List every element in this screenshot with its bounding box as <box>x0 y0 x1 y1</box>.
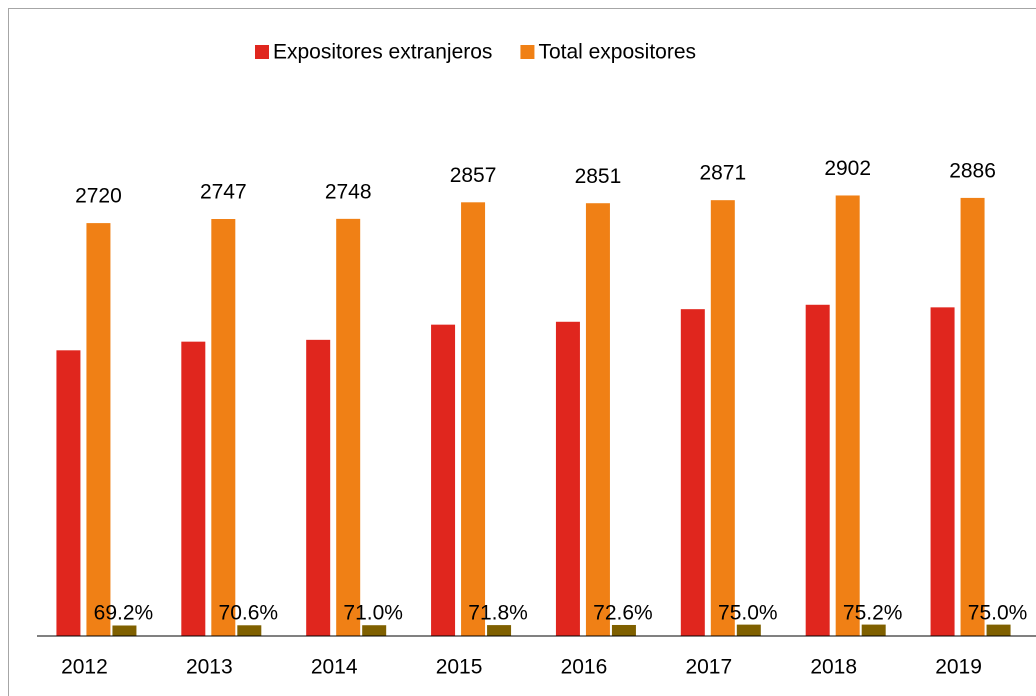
bar <box>431 324 456 636</box>
x-tick-label: 2019 <box>935 656 982 679</box>
bar <box>805 304 830 636</box>
data-label: 69.2% <box>94 602 154 625</box>
legend-swatch <box>255 45 269 59</box>
data-label: 2886 <box>949 159 996 182</box>
data-label: 2871 <box>699 162 746 185</box>
x-tick-label: 2014 <box>311 656 358 679</box>
bar <box>306 339 331 636</box>
data-label: 2720 <box>75 185 122 208</box>
bar <box>56 350 81 636</box>
bar <box>211 219 236 636</box>
data-label: 2748 <box>325 180 372 203</box>
bar <box>680 309 705 636</box>
bar <box>336 218 361 636</box>
legend-label: Expositores extranjeros <box>273 41 492 64</box>
bar <box>487 625 512 636</box>
bar <box>710 200 735 637</box>
bar <box>86 223 111 636</box>
data-label: 75.0% <box>718 602 778 625</box>
bar <box>835 195 860 637</box>
data-label: 2857 <box>450 164 497 187</box>
data-label: 75.0% <box>968 602 1028 625</box>
data-label: 75.2% <box>843 602 903 625</box>
bar <box>461 202 486 636</box>
data-label: 2902 <box>824 157 871 180</box>
data-label: 71.0% <box>343 602 403 625</box>
data-label: 71.8% <box>468 602 528 625</box>
bar <box>237 625 262 636</box>
bar <box>986 624 1011 636</box>
bar <box>112 625 137 636</box>
x-tick-label: 2012 <box>61 656 108 679</box>
bar <box>930 307 955 636</box>
bar <box>362 625 387 636</box>
bar <box>181 341 206 636</box>
x-tick-label: 2018 <box>810 656 857 679</box>
bar <box>585 203 610 636</box>
data-label: 72.6% <box>593 602 653 625</box>
data-label: 2747 <box>200 181 247 204</box>
legend-swatch <box>520 45 535 59</box>
x-tick-label: 2013 <box>186 656 233 679</box>
bar <box>960 197 985 636</box>
x-tick-label: 2017 <box>685 656 732 679</box>
legend-label: Total expositores <box>538 41 696 64</box>
data-label: 2851 <box>575 165 622 188</box>
bar <box>611 624 636 636</box>
x-tick-label: 2015 <box>436 656 483 679</box>
x-tick-label: 2016 <box>561 656 608 679</box>
chart-frame <box>8 8 1036 696</box>
data-label: 70.6% <box>219 602 279 625</box>
bar <box>555 321 580 636</box>
bar <box>736 624 761 636</box>
bar <box>861 624 886 636</box>
